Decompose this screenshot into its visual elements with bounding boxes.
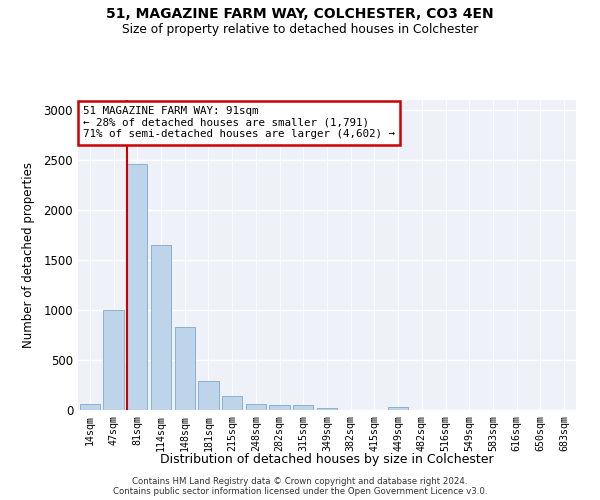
Bar	[80, 404, 100, 410]
Text: 51, MAGAZINE FARM WAY, COLCHESTER, CO3 4EN: 51, MAGAZINE FARM WAY, COLCHESTER, CO3 4…	[106, 8, 494, 22]
Bar	[199, 381, 218, 410]
Bar	[388, 407, 408, 410]
Bar	[127, 164, 148, 410]
Text: Contains HM Land Registry data © Crown copyright and database right 2024.: Contains HM Land Registry data © Crown c…	[132, 478, 468, 486]
Text: Size of property relative to detached houses in Colchester: Size of property relative to detached ho…	[122, 22, 478, 36]
Text: 51 MAGAZINE FARM WAY: 91sqm
← 28% of detached houses are smaller (1,791)
71% of : 51 MAGAZINE FARM WAY: 91sqm ← 28% of det…	[83, 106, 395, 140]
Bar	[293, 404, 313, 410]
Bar	[246, 404, 266, 410]
Y-axis label: Number of detached properties: Number of detached properties	[22, 162, 35, 348]
Bar	[269, 404, 290, 410]
Bar	[151, 245, 171, 410]
Text: Contains public sector information licensed under the Open Government Licence v3: Contains public sector information licen…	[113, 488, 487, 496]
Bar	[222, 396, 242, 410]
Bar	[103, 310, 124, 410]
Bar	[175, 327, 195, 410]
Bar	[317, 408, 337, 410]
Text: Distribution of detached houses by size in Colchester: Distribution of detached houses by size …	[160, 452, 494, 466]
